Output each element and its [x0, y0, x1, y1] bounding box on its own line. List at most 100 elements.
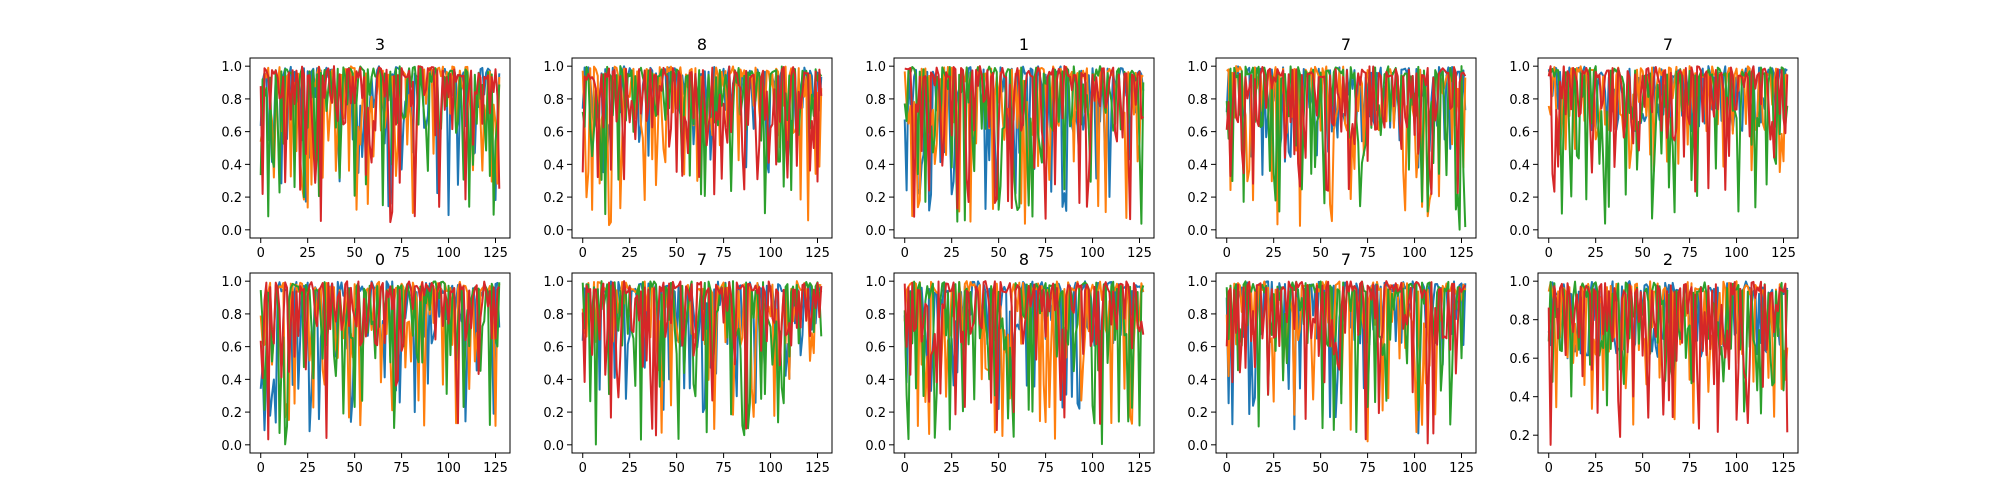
series-line-4 [581, 65, 823, 196]
y-tick-label: 0.8 [221, 93, 242, 108]
y-tick-label: 0.6 [1187, 341, 1208, 356]
y-tick-label: 1.0 [865, 275, 886, 290]
axes-frame [249, 272, 511, 454]
y-tick-label: 0.6 [221, 126, 242, 141]
y-tick-label: 0.4 [1509, 391, 1530, 406]
series-line-4 [1225, 280, 1467, 445]
y-tick-label: 1.0 [543, 60, 564, 75]
y-tick-label: 0.2 [1509, 429, 1530, 444]
y-tick-label: 0.0 [543, 439, 564, 454]
y-tick-label: 0.8 [1187, 308, 1208, 323]
axes-frame [1537, 272, 1799, 454]
x-tick-label: 125 [805, 246, 830, 261]
axes-frame [893, 57, 1155, 239]
subplot-title: 7 [697, 250, 707, 269]
axes-frame [571, 57, 833, 239]
x-tick-label: 50 [990, 246, 1007, 261]
y-tick-label: 0.8 [865, 308, 886, 323]
x-tick-label: 125 [483, 461, 508, 476]
y-tick-label: 0.8 [1187, 93, 1208, 108]
x-tick-label: 75 [1681, 461, 1698, 476]
x-tick-label: 100 [758, 461, 783, 476]
y-tick-label: 0.8 [865, 93, 886, 108]
y-tick-label: 0.2 [1509, 191, 1530, 206]
y-tick-label: 0.0 [865, 439, 886, 454]
x-tick-label: 0 [579, 246, 587, 261]
x-tick-label: 25 [299, 246, 316, 261]
x-tick-label: 0 [1223, 461, 1231, 476]
y-tick-label: 0.2 [1187, 406, 1208, 421]
x-tick-label: 50 [668, 461, 685, 476]
y-tick-label: 0.2 [543, 406, 564, 421]
x-tick-label: 125 [1127, 461, 1152, 476]
x-tick-label: 25 [943, 461, 960, 476]
subplot-title: 8 [697, 35, 707, 54]
y-tick-label: 0.0 [1187, 439, 1208, 454]
y-tick-label: 0.6 [221, 341, 242, 356]
series-line-4 [259, 280, 501, 441]
x-tick-label: 25 [621, 461, 638, 476]
x-tick-label: 100 [1402, 246, 1427, 261]
y-tick-label: 0.2 [865, 406, 886, 421]
x-tick-label: 0 [1545, 246, 1553, 261]
y-tick-label: 0.8 [221, 308, 242, 323]
x-tick-label: 0 [257, 246, 265, 261]
axes-frame [1215, 272, 1477, 454]
x-tick-label: 0 [1545, 461, 1553, 476]
subplot-title: 7 [1341, 35, 1351, 54]
x-tick-label: 50 [1634, 246, 1651, 261]
series-line-4 [1547, 65, 1789, 193]
subplot-10: 2 0 25 50 75 100 125 0.2 0.4 0.6 0.8 1.0 [1509, 250, 1799, 476]
x-tick-label: 100 [1080, 461, 1105, 476]
y-tick-label: 0.0 [1509, 224, 1530, 239]
x-tick-label: 75 [393, 461, 410, 476]
x-tick-label: 0 [579, 461, 587, 476]
x-tick-label: 25 [943, 246, 960, 261]
y-tick-label: 0.4 [221, 373, 242, 388]
x-tick-label: 75 [715, 461, 732, 476]
subplot-title: 1 [1019, 35, 1029, 54]
subplot-title: 7 [1663, 35, 1673, 54]
subplot-3: 1 0 25 50 75 100 125 0.0 0.2 0.4 0.6 0.8 1.0 [865, 35, 1155, 261]
x-tick-label: 100 [436, 461, 461, 476]
y-tick-label: 0.4 [221, 158, 242, 173]
axes-frame [893, 272, 1155, 454]
series-line-2 [259, 280, 501, 427]
x-tick-label: 75 [715, 246, 732, 261]
x-tick-label: 100 [758, 246, 783, 261]
y-tick-label: 0.6 [543, 341, 564, 356]
x-tick-label: 100 [436, 246, 461, 261]
x-tick-label: 125 [1127, 246, 1152, 261]
x-tick-label: 75 [1037, 461, 1054, 476]
x-tick-label: 25 [621, 246, 638, 261]
y-tick-label: 0.4 [1187, 158, 1208, 173]
x-tick-label: 50 [668, 246, 685, 261]
subplot-title: 7 [1341, 250, 1351, 269]
y-tick-label: 0.0 [221, 224, 242, 239]
subplot-title: 2 [1663, 250, 1673, 269]
y-tick-label: 1.0 [543, 275, 564, 290]
x-tick-label: 25 [1587, 246, 1604, 261]
y-tick-label: 0.8 [1509, 93, 1530, 108]
y-tick-label: 1.0 [1187, 60, 1208, 75]
x-tick-label: 75 [1681, 246, 1698, 261]
y-tick-label: 1.0 [1509, 60, 1530, 75]
x-tick-label: 25 [1265, 246, 1282, 261]
y-tick-label: 0.6 [1509, 352, 1530, 367]
x-tick-label: 125 [483, 246, 508, 261]
subplot-7: 7 0 25 50 75 100 125 0.0 0.2 0.4 0.6 0.8 1.0 [543, 250, 833, 476]
axes-frame [571, 272, 833, 454]
subplot-title: 3 [375, 35, 385, 54]
axes-frame [1537, 57, 1799, 239]
x-tick-label: 50 [1634, 461, 1651, 476]
x-tick-label: 100 [1724, 246, 1749, 261]
x-tick-label: 125 [1449, 246, 1474, 261]
x-tick-label: 75 [393, 246, 410, 261]
y-tick-label: 0.6 [865, 126, 886, 141]
x-tick-label: 125 [1449, 461, 1474, 476]
y-tick-label: 1.0 [221, 60, 242, 75]
x-tick-label: 50 [346, 461, 363, 476]
x-tick-label: 75 [1037, 246, 1054, 261]
x-tick-label: 100 [1080, 246, 1105, 261]
x-tick-label: 25 [299, 461, 316, 476]
